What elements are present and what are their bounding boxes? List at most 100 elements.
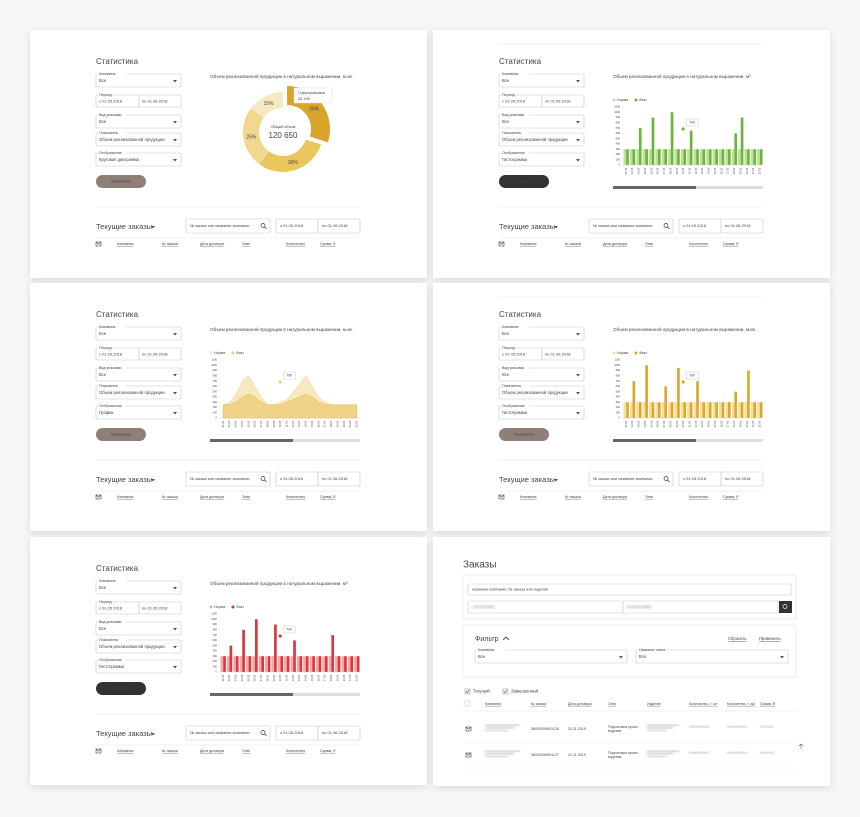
- select[interactable]: [95, 73, 182, 88]
- select[interactable]: [95, 659, 182, 674]
- y-tick-label: 300: [616, 147, 621, 151]
- field-label: Показатель: [99, 638, 118, 642]
- date-to[interactable]: [622, 600, 779, 614]
- legend-label: Факт: [639, 98, 647, 102]
- date-to[interactable]: [317, 725, 361, 741]
- x-tick-label: 10.05: [278, 674, 282, 681]
- date-to[interactable]: [317, 218, 361, 234]
- mail-icon: [465, 726, 472, 732]
- bar: [632, 381, 636, 418]
- x-tick-label: 19.05: [335, 420, 339, 427]
- date-to[interactable]: [138, 601, 182, 615]
- date-from-text: с 01.05.2018: [502, 99, 526, 104]
- scroll-top-arrow[interactable]: [798, 743, 804, 749]
- mail-icon: [95, 494, 102, 500]
- date-to[interactable]: [138, 94, 182, 108]
- search-input[interactable]: [588, 218, 674, 234]
- y-tick-label: 800: [616, 374, 621, 378]
- select[interactable]: [95, 152, 182, 167]
- x-tick-label: 08.05: [265, 420, 269, 427]
- select[interactable]: [498, 73, 585, 88]
- search-placeholder: название компании, № заказа или изделия: [472, 588, 548, 592]
- bar: [305, 656, 309, 672]
- y-tick-label: 1100: [211, 358, 217, 362]
- bar: [645, 365, 648, 418]
- bar: [335, 656, 338, 672]
- scroll-thumb[interactable]: [613, 186, 696, 189]
- checkbox[interactable]: [502, 688, 509, 695]
- mail-icon: [498, 494, 505, 498]
- apply-button[interactable]: [499, 175, 549, 188]
- column-header: Количество, т. шт: [689, 702, 718, 706]
- bar: [744, 402, 748, 418]
- bar: [674, 149, 678, 165]
- scroll-thumb[interactable]: [210, 439, 293, 442]
- bar: [680, 402, 684, 418]
- bar: [623, 149, 627, 165]
- date-to-text: по 22.11.2019: [627, 605, 651, 609]
- y-tick-label: 800: [213, 628, 218, 632]
- column-header: Компания: [117, 242, 133, 246]
- select[interactable]: [635, 649, 789, 664]
- search-input[interactable]: [185, 725, 271, 741]
- select[interactable]: [498, 385, 585, 400]
- select[interactable]: [498, 114, 585, 129]
- date-to-text: по 01.06.2018: [725, 223, 751, 228]
- select[interactable]: [95, 639, 182, 654]
- bar: [280, 656, 284, 672]
- order-number: 36000299901128: [531, 727, 559, 731]
- select[interactable]: [498, 405, 585, 420]
- search-input[interactable]: [588, 471, 674, 487]
- search-input[interactable]: [185, 471, 271, 487]
- scroll-thumb[interactable]: [613, 439, 696, 442]
- search-button[interactable]: [779, 601, 792, 613]
- field-value: Объем реализованной продукции: [99, 390, 165, 395]
- select[interactable]: [474, 649, 628, 664]
- date-to[interactable]: [541, 94, 585, 108]
- select[interactable]: [95, 114, 182, 129]
- select[interactable]: [95, 580, 182, 595]
- apply-button[interactable]: [96, 428, 146, 441]
- caret: [576, 80, 580, 83]
- field-value: График: [99, 410, 113, 415]
- search-input[interactable]: [467, 583, 792, 596]
- select[interactable]: [95, 367, 182, 382]
- checkbox-label: Завершенный: [511, 689, 539, 694]
- field-value: Все: [502, 78, 510, 83]
- select[interactable]: [95, 385, 182, 400]
- date-to[interactable]: [317, 471, 361, 487]
- select[interactable]: [95, 132, 182, 147]
- x-tick-label: 06.05: [656, 420, 660, 427]
- x-tick-label: 03.05: [234, 420, 238, 427]
- date-to[interactable]: [720, 471, 764, 487]
- date-to[interactable]: [541, 347, 585, 361]
- select[interactable]: [95, 326, 182, 341]
- apply-button[interactable]: [96, 682, 146, 695]
- select[interactable]: [498, 132, 585, 147]
- bar: [708, 402, 712, 418]
- apply-button[interactable]: [96, 175, 146, 188]
- label-bg: [98, 638, 126, 642]
- select[interactable]: [95, 621, 182, 636]
- date-to[interactable]: [720, 218, 764, 234]
- bar: [642, 149, 646, 165]
- checkbox[interactable]: [464, 700, 471, 707]
- x-tick-label: 01.05: [624, 167, 628, 174]
- apply-button[interactable]: [499, 428, 549, 441]
- scroll-thumb[interactable]: [210, 693, 293, 696]
- search-input[interactable]: [185, 218, 271, 234]
- search-icon: [260, 223, 266, 228]
- x-tick-label: 07.05: [662, 420, 666, 427]
- select[interactable]: [95, 405, 182, 420]
- checkbox[interactable]: [464, 688, 471, 695]
- field-label: Компания: [478, 648, 494, 652]
- label-bg: [477, 648, 505, 652]
- date-to[interactable]: [138, 347, 182, 361]
- select[interactable]: [498, 326, 585, 341]
- orders-title: Текущие заказы: [96, 729, 152, 738]
- blurred-text: [485, 729, 508, 732]
- select[interactable]: [498, 152, 585, 167]
- label-bg: [501, 346, 515, 350]
- x-tick-label: 16.05: [719, 420, 723, 427]
- select[interactable]: [498, 367, 585, 382]
